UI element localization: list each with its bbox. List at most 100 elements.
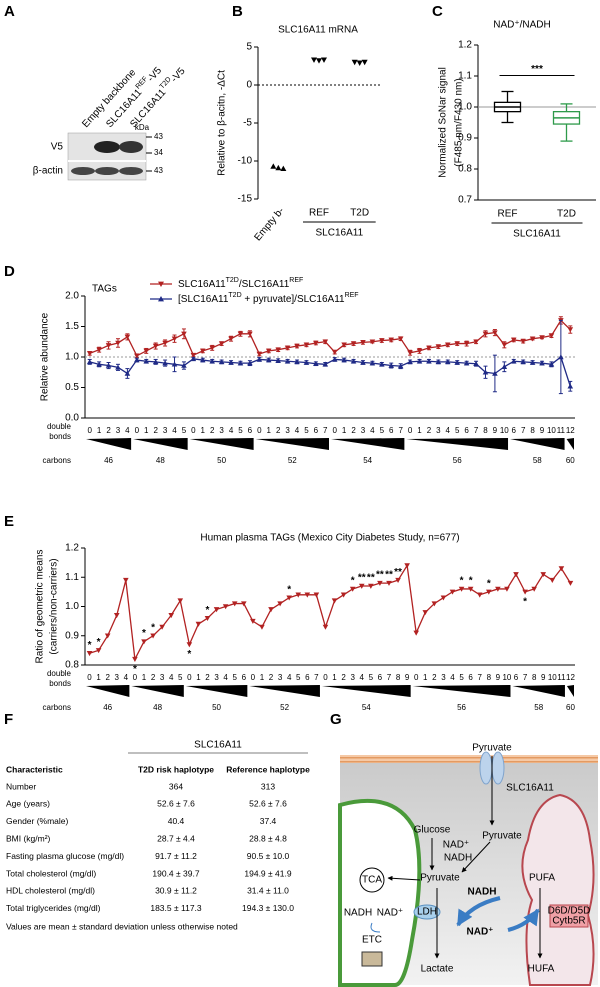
chart-title: SLC16A11 mRNA [278,25,358,36]
significance-label: * [142,628,146,639]
data-point [454,341,461,347]
significance-label: * [351,576,355,587]
x-tick-label: 7 [523,673,528,682]
x-tick-label: 4 [370,426,375,435]
data-point [256,351,263,357]
x-tick-label: 5 [232,673,237,682]
text-part: + pyruvate]/SLC16A11 [242,294,345,305]
x-tick-label: 1 [332,673,337,682]
data-point [96,347,102,353]
x-tick-label: 11 [557,426,566,435]
x-tick-label: 0 [87,426,92,435]
data-point [331,356,338,362]
tca-cycle [359,867,385,893]
data-point [331,349,338,355]
y-axis-label: (F485 nm/F430 nm) [454,78,465,166]
data-point [237,360,244,366]
marker-label: 34 [154,148,163,157]
data-point [476,592,483,598]
x-tick-label: 0 [87,673,92,682]
x-group-label: 58 [534,703,543,712]
data-point [444,359,451,365]
x-group-label: 50 [212,703,221,712]
data-point [431,601,438,607]
x-tick-label: 12 [566,673,575,682]
data-point [237,331,244,337]
panel-label: F [4,711,13,728]
data-point [124,370,131,376]
table-cell: Total cholesterol (mg/dl) [6,868,96,878]
data-point [286,595,292,601]
marker-label: 43 [154,166,163,175]
x-tick-label: 4 [450,673,455,682]
data-point [143,358,150,364]
table-footnote: Values are mean ± standard deviation unl… [6,921,238,931]
data-point [86,651,93,657]
significance-label: ** [358,573,366,584]
data-point [213,607,220,613]
y-tick-label: 1.2 [458,40,472,51]
arrow [387,875,421,881]
x-tick-label: 8 [487,673,492,682]
y-tick-label: 0 [246,80,252,91]
data-point [540,572,547,578]
data-point [407,359,413,365]
x-tick-label: 4 [287,673,292,682]
data-point [426,345,432,351]
table-cell: 313 [261,781,275,791]
x-tick-label: 0 [323,673,328,682]
data-point [150,633,156,639]
x-tick-label: 1 [267,426,272,435]
membrane [340,755,598,763]
text-part: [SLC16A11 [178,294,229,305]
panel-label: A [4,3,15,20]
x-tick-label: 1 [144,426,149,435]
data-point [435,344,442,350]
data-point [404,563,410,569]
x-tick-label: 2 [427,426,432,435]
y-axis-label: Relative abundance [40,312,51,401]
data-point [181,362,187,368]
diagram-label: D6D/D5D [548,906,591,917]
etc-complex [361,951,383,967]
x-group-wedge [255,438,329,450]
x-tick-label: 2 [276,426,281,435]
panel-label: B [232,3,243,20]
table-header: T2D risk haplotype [138,764,214,774]
significance-label: ** [376,570,384,581]
data-point [322,339,329,345]
data-point [413,630,420,636]
x-row-label: carbons [43,703,71,712]
data-point [356,60,363,66]
x-tick-label: 0 [332,426,337,435]
table-cell: 90.5 ± 10.0 [247,851,290,861]
x-tick-label: 4 [169,673,174,682]
flux-arrow [370,922,381,933]
x-tick-label: REF [498,209,518,220]
data-point [567,383,574,389]
data-point [549,577,556,583]
data-point [284,345,291,351]
x-group-label: 56 [453,456,462,465]
x-tick-label: 6 [464,426,469,435]
data-point [510,358,517,364]
data-point [440,595,447,601]
table-header: Reference haplotype [226,764,310,774]
data-point [171,361,178,367]
data-point [539,335,545,341]
table-cell: BMI (kg/m²) [6,833,51,843]
x-row-label: double [47,669,72,678]
data-point [407,350,413,356]
x-group-wedge [412,685,511,697]
data-point [316,58,322,64]
x-tick-label: 8 [530,426,535,435]
x-tick-label: 2 [205,673,210,682]
x-tick-label: 4 [295,426,300,435]
data-point [322,361,329,367]
data-point [558,354,564,360]
data-point [504,586,510,592]
x-tick-label: 8 [483,426,488,435]
data-point [86,359,93,365]
panel-label: D [4,263,15,280]
